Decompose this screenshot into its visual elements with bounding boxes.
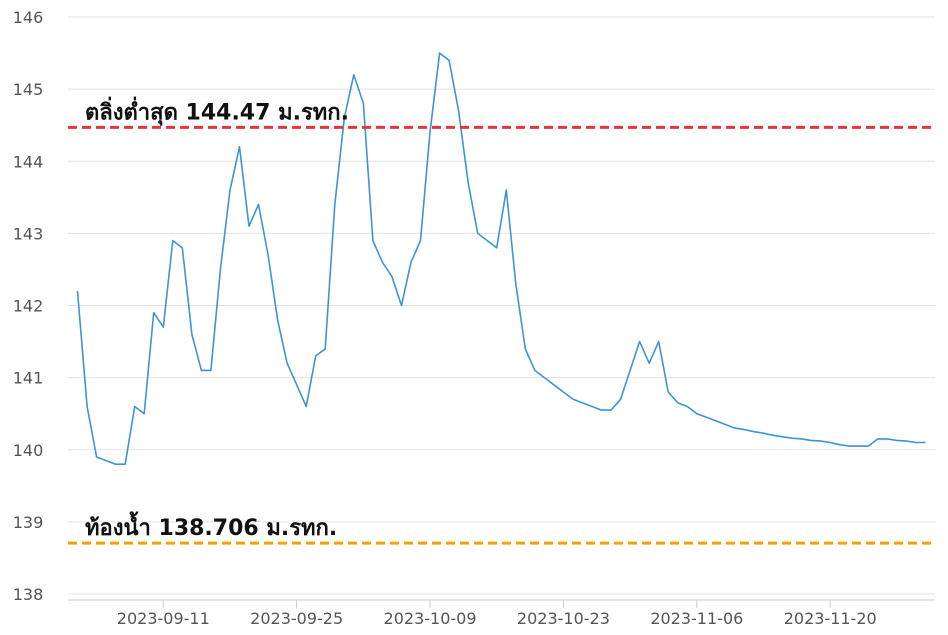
x-tick-label: 2023-09-25 bbox=[250, 609, 343, 628]
y-tick-label: 143 bbox=[13, 224, 44, 243]
y-tick-label: 145 bbox=[13, 80, 44, 99]
reference-label: ตลิ่งต่ำสุด 144.47 ม.รทก. bbox=[85, 95, 349, 126]
y-tick-label: 146 bbox=[13, 8, 44, 27]
y-tick-label: 138 bbox=[13, 585, 44, 604]
data-line bbox=[76, 52, 926, 465]
y-tick-label: 144 bbox=[13, 152, 44, 171]
x-tick-label: 2023-10-23 bbox=[517, 609, 610, 628]
y-tick-label: 139 bbox=[13, 513, 44, 532]
y-tick-label: 141 bbox=[13, 369, 44, 388]
x-tick-label: 2023-09-11 bbox=[117, 609, 210, 628]
x-tick-label: 2023-11-06 bbox=[650, 609, 743, 628]
x-tick-label: 2023-11-20 bbox=[784, 609, 877, 628]
x-tick-label: 2023-10-09 bbox=[384, 609, 477, 628]
y-tick-label: 142 bbox=[13, 297, 44, 316]
y-tick-label: 140 bbox=[13, 441, 44, 460]
reference-label: ท้องน้ำ 138.706 ม.รทก. bbox=[85, 511, 337, 541]
